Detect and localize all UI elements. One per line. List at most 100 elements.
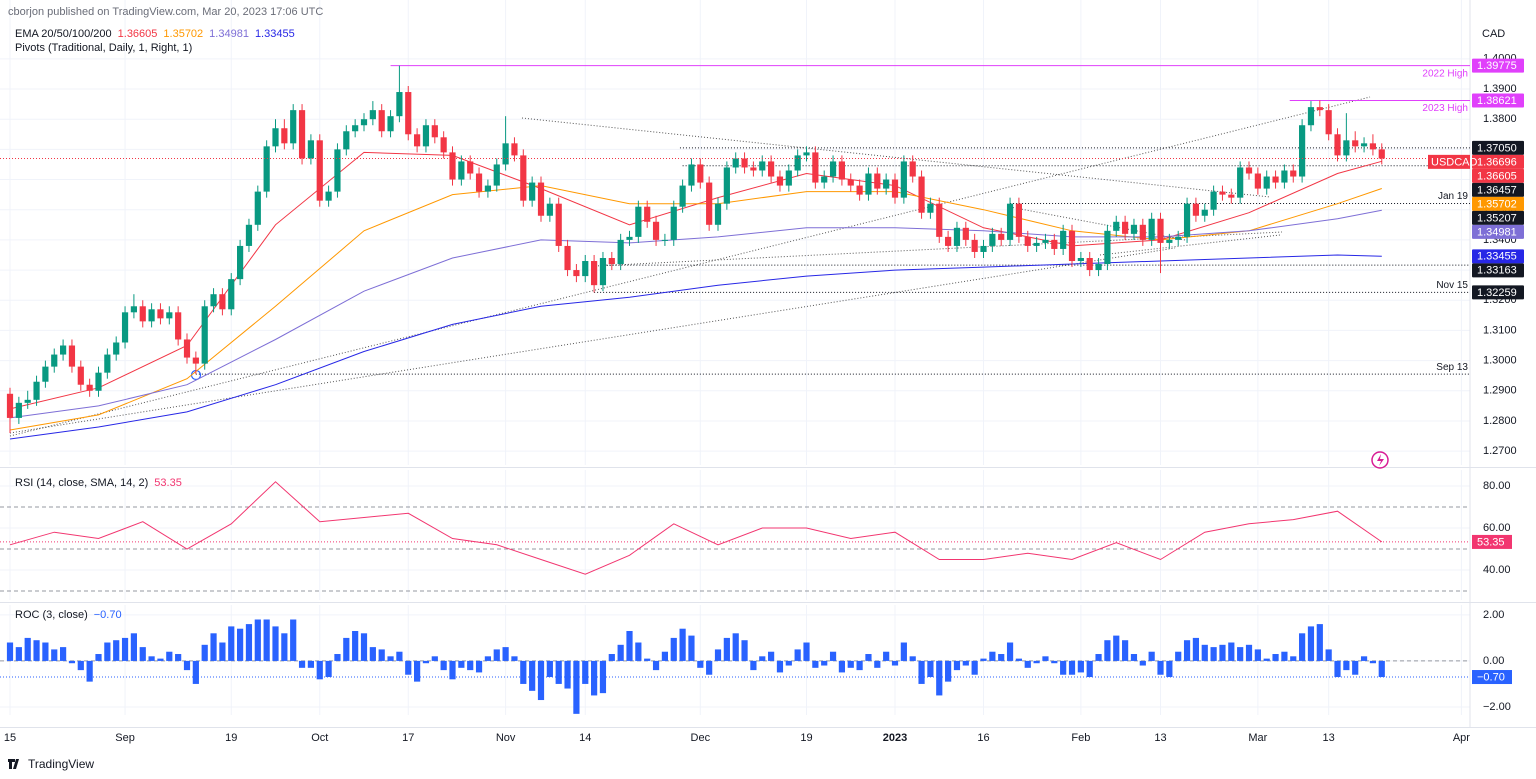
candle-body	[1077, 257, 1084, 262]
roc-bar	[555, 660, 562, 684]
candle-body	[1378, 149, 1385, 159]
candle-body	[1139, 224, 1146, 240]
roc-bar	[360, 633, 368, 661]
roc-bar	[626, 631, 633, 661]
roc-bar	[281, 633, 288, 661]
candle-body	[1113, 221, 1120, 231]
x-tick-label: 13	[1154, 732, 1166, 744]
symbol-label: USDCAD	[1431, 156, 1478, 168]
roc-bar	[564, 660, 571, 689]
roc-axis-box	[1472, 670, 1512, 685]
candle-body	[104, 354, 111, 373]
roc-bar	[1139, 660, 1146, 666]
roc-bar	[33, 640, 40, 661]
candle-body	[555, 203, 562, 246]
roc-bar	[652, 660, 660, 671]
roc-bar	[139, 647, 146, 661]
candle-body	[77, 366, 84, 385]
y-tick-label: 1.2800	[1483, 415, 1517, 427]
candle-body	[192, 357, 199, 364]
candle-body	[714, 203, 722, 225]
roc-bar	[219, 642, 226, 661]
roc-bar	[1201, 644, 1208, 661]
candle-body	[228, 279, 235, 310]
roc-bar	[157, 658, 164, 661]
candle-body	[794, 155, 801, 171]
candle-body	[1219, 191, 1226, 195]
ema-legend-value: 1.35702	[163, 28, 203, 40]
pivot-note: Nov 15	[1436, 280, 1468, 291]
roc-bar	[573, 660, 580, 714]
roc-bar	[1352, 660, 1359, 675]
x-tick-label: 19	[800, 732, 812, 744]
y-tick-label: 80.00	[1483, 480, 1511, 492]
roc-legend-title: ROC (3, close)	[15, 609, 88, 621]
candle-body	[1201, 209, 1208, 216]
candle-body	[1237, 167, 1244, 198]
ema-legend-value: 1.36605	[118, 28, 158, 40]
footer-brand[interactable]: TradingView	[8, 757, 94, 771]
roc-bar	[635, 642, 642, 661]
y-tick-label: 40.00	[1483, 564, 1511, 576]
candle-body	[387, 116, 394, 132]
roc-bar	[493, 649, 500, 661]
y-tick-label: 1.3000	[1483, 355, 1517, 367]
roc-bar	[1290, 656, 1297, 661]
roc-bar	[1130, 654, 1138, 661]
roc-bar	[175, 654, 182, 661]
pivot-note: Jan 19	[1438, 191, 1468, 202]
roc-bar	[201, 644, 208, 661]
pivot-legend: Pivots (Traditional, Daily, 1, Right, 1)	[15, 42, 192, 54]
candle-body	[1281, 170, 1288, 183]
candle-body	[1166, 239, 1173, 243]
candle-body	[334, 149, 341, 192]
candle-body	[42, 366, 49, 382]
roc-bar	[1042, 656, 1049, 661]
candle-body	[1015, 203, 1023, 237]
roc-bar	[591, 660, 598, 696]
roc-bar	[484, 656, 492, 661]
roc-bar	[953, 660, 961, 671]
roc-bar	[1086, 660, 1093, 678]
roc-bar	[502, 647, 509, 661]
candle-body	[936, 203, 943, 237]
candle-body	[378, 110, 385, 132]
candle-body	[697, 164, 704, 183]
candle-body	[608, 257, 615, 265]
roc-bar	[706, 660, 713, 675]
roc-bar	[113, 640, 120, 661]
candle-body	[475, 173, 483, 192]
x-tick-label: Apr	[1453, 732, 1470, 744]
candle-body	[750, 167, 757, 171]
candle-body	[812, 152, 819, 183]
roc-bar	[1316, 624, 1323, 661]
roc-bar	[77, 660, 84, 671]
roc-bar	[741, 640, 748, 661]
roc-bar	[1254, 649, 1261, 661]
roc-bar	[166, 651, 173, 661]
roc-bar	[467, 660, 474, 671]
candle-body	[909, 161, 916, 177]
alert-icon[interactable]	[1371, 451, 1389, 469]
candle-body	[900, 161, 907, 198]
roc-bar	[192, 660, 199, 684]
candle-body	[617, 239, 624, 265]
x-tick-label: 19	[225, 732, 237, 744]
roc-bar	[529, 660, 536, 691]
candle-body	[502, 143, 509, 165]
high-note: 2023 High	[1422, 103, 1468, 114]
price-axis-label: 1.37050	[1477, 142, 1517, 154]
price-axis-box	[1472, 196, 1524, 211]
roc-bar	[759, 656, 766, 661]
candle-body	[1254, 173, 1261, 189]
roc-bar	[1095, 654, 1102, 661]
candle-body	[396, 92, 403, 117]
roc-bar	[272, 626, 279, 661]
roc-bar	[334, 654, 341, 661]
y-tick-label: 1.2900	[1483, 385, 1517, 397]
candle-body	[1316, 107, 1323, 111]
candle-body	[1228, 194, 1235, 198]
candle-body	[1148, 218, 1155, 240]
roc-bar	[458, 660, 465, 668]
roc-bar	[298, 660, 306, 668]
